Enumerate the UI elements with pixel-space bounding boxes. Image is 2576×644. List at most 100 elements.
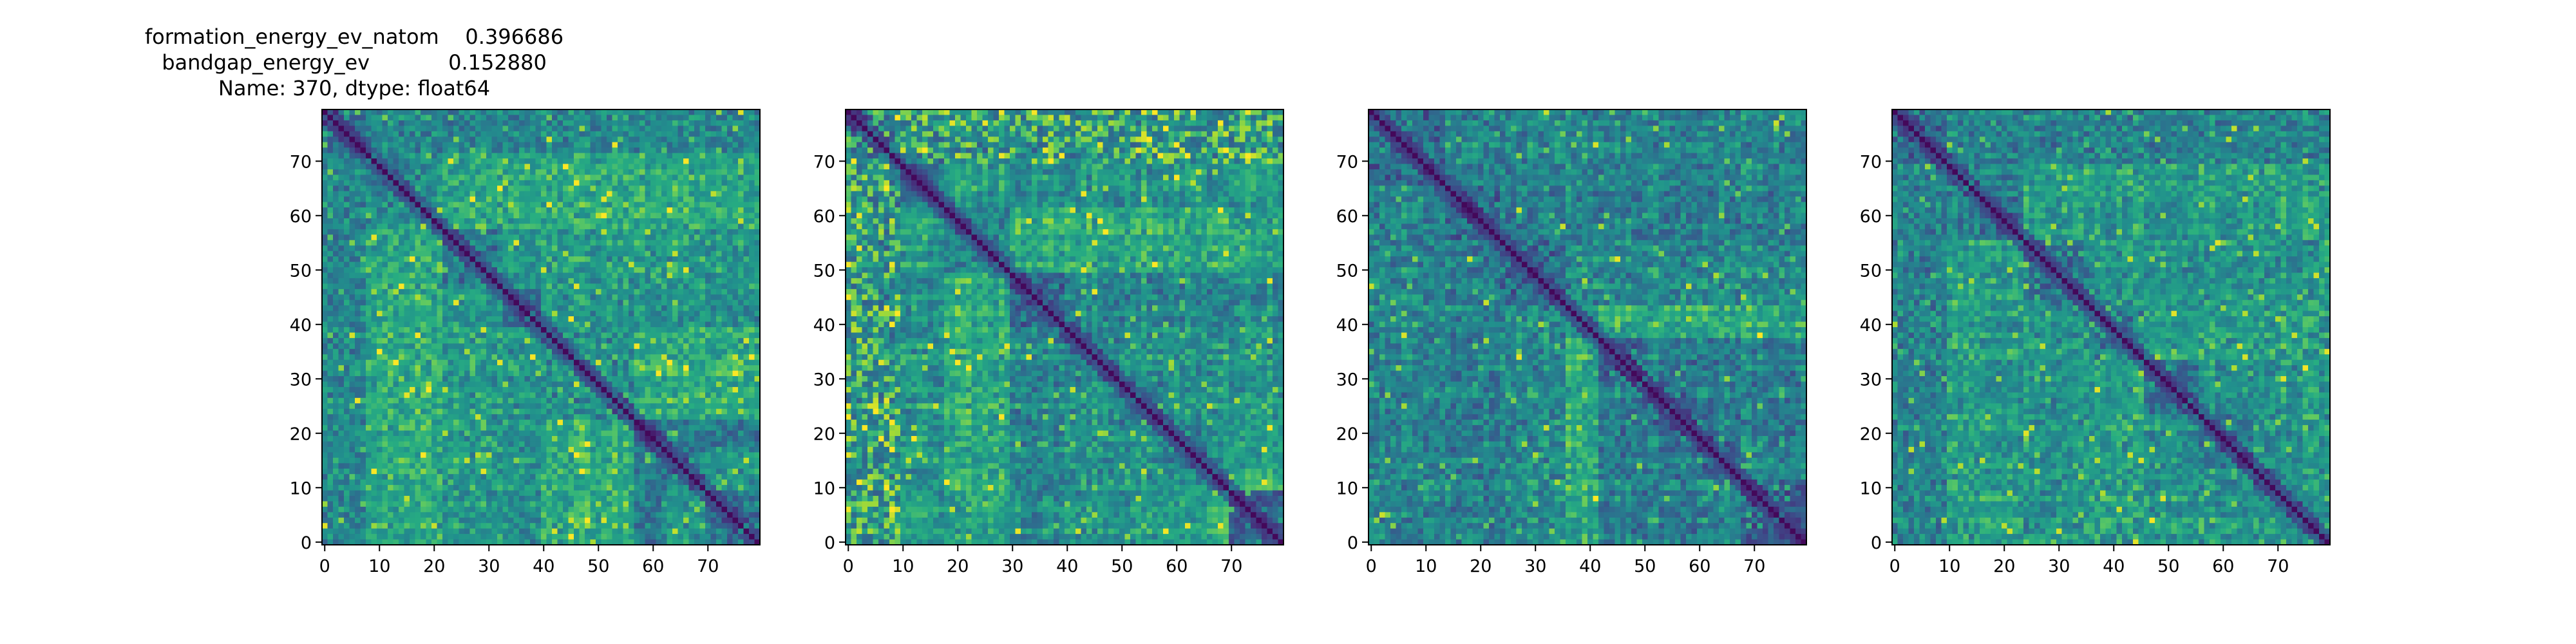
heatmap-cell	[541, 175, 547, 180]
heatmap-cell	[372, 147, 377, 153]
heatmap-cell	[388, 109, 393, 115]
heatmap-cell	[596, 305, 601, 311]
heatmap-cell	[639, 300, 645, 306]
heatmap-cell	[415, 202, 421, 208]
heatmap-cell	[431, 169, 437, 175]
heatmap-cell	[563, 207, 569, 213]
heatmap-cell	[618, 218, 623, 224]
heatmap-cell	[705, 223, 711, 229]
heatmap-cell	[716, 180, 722, 186]
heatmap-cell	[749, 240, 755, 246]
heatmap-cell	[683, 131, 689, 137]
heatmap-cell	[470, 223, 476, 229]
heatmap-cell	[536, 218, 542, 224]
heatmap-cell	[591, 142, 596, 148]
heatmap-cell	[388, 289, 393, 295]
heatmap-cell	[437, 327, 443, 333]
heatmap-cell	[711, 131, 717, 137]
heatmap-cell	[525, 137, 531, 142]
heatmap-cell	[596, 142, 601, 148]
heatmap-cell	[667, 256, 673, 262]
heatmap-cell	[514, 267, 520, 273]
heatmap-cell	[711, 185, 717, 191]
heatmap-cell	[514, 283, 520, 289]
heatmap-cell	[727, 223, 733, 229]
heatmap-cell	[744, 245, 750, 251]
heatmap-cell	[388, 251, 393, 257]
heatmap-cell	[744, 207, 750, 213]
heatmap-cell	[612, 273, 618, 279]
heatmap-cell	[344, 294, 350, 300]
heatmap-cell	[492, 262, 498, 268]
heatmap-cell	[383, 153, 388, 159]
heatmap-cell	[733, 256, 739, 262]
heatmap-cell	[733, 273, 739, 279]
heatmap-cell	[536, 322, 542, 328]
heatmap-cell	[596, 311, 601, 317]
heatmap-cell	[426, 234, 432, 240]
heatmap-cell	[601, 109, 607, 115]
heatmap-cell	[672, 131, 678, 137]
heatmap-cell	[612, 267, 618, 273]
heatmap-cell	[601, 191, 607, 197]
heatmap-cell	[711, 294, 717, 300]
heatmap-cell	[470, 120, 476, 126]
heatmap-cell	[328, 158, 334, 164]
heatmap-cell	[530, 153, 536, 159]
heatmap-cell	[711, 273, 717, 279]
heatmap-cell	[372, 153, 377, 159]
heatmap-cell	[328, 115, 334, 120]
heatmap-cell	[678, 142, 684, 148]
heatmap-cell	[596, 131, 601, 137]
heatmap-cell	[716, 229, 722, 235]
heatmap-cell	[410, 126, 415, 131]
heatmap-cell	[744, 180, 750, 186]
heatmap-cell	[601, 289, 607, 295]
heatmap-cell	[475, 311, 481, 317]
heatmap-cell	[470, 300, 476, 306]
heatmap-cell	[558, 213, 564, 219]
heatmap-cell	[328, 196, 334, 202]
heatmap-cell	[514, 142, 520, 148]
heatmap-cell	[552, 202, 558, 208]
heatmap-cell	[661, 131, 667, 137]
heatmap-cell	[716, 223, 722, 229]
heatmap-cell	[738, 175, 744, 180]
heatmap-cell	[333, 311, 339, 317]
heatmap-cell	[700, 126, 706, 131]
heatmap-cell	[530, 283, 536, 289]
heatmap-cell	[519, 311, 525, 317]
heatmap-cell	[629, 196, 634, 202]
heatmap-cell	[372, 137, 377, 142]
heatmap-cell	[711, 109, 717, 115]
heatmap-cell	[618, 289, 623, 295]
heatmap-cell	[328, 169, 334, 175]
heatmap-cell	[421, 223, 426, 229]
heatmap-cell	[678, 213, 684, 219]
heatmap-cell	[667, 218, 673, 224]
heatmap-cell	[639, 267, 645, 273]
heatmap-cell	[464, 109, 470, 115]
heatmap-cell	[727, 158, 733, 164]
heatmap-cell	[580, 322, 585, 328]
heatmap-cell	[738, 137, 744, 142]
heatmap-cell	[552, 229, 558, 235]
heatmap-cell	[639, 289, 645, 295]
heatmap-cell	[377, 126, 383, 131]
heatmap-cell	[596, 256, 601, 262]
heatmap-cell	[733, 142, 739, 148]
heatmap-cell	[328, 223, 334, 229]
heatmap-cell	[404, 322, 410, 328]
heatmap-cell	[503, 316, 509, 322]
heatmap-cell	[426, 311, 432, 317]
heatmap-cell	[383, 305, 388, 311]
heatmap-cell	[738, 158, 744, 164]
heatmap-panel-1: 0 10 20 30 40 50 60 70010203040506070	[290, 109, 761, 576]
heatmap-cell	[377, 147, 383, 153]
heatmap-cell	[607, 300, 612, 306]
heatmap-cell	[366, 223, 372, 229]
heatmap-cell	[591, 207, 596, 213]
heatmap-cell	[558, 245, 564, 251]
heatmap-cell	[733, 300, 739, 306]
heatmap-cell	[519, 158, 525, 164]
